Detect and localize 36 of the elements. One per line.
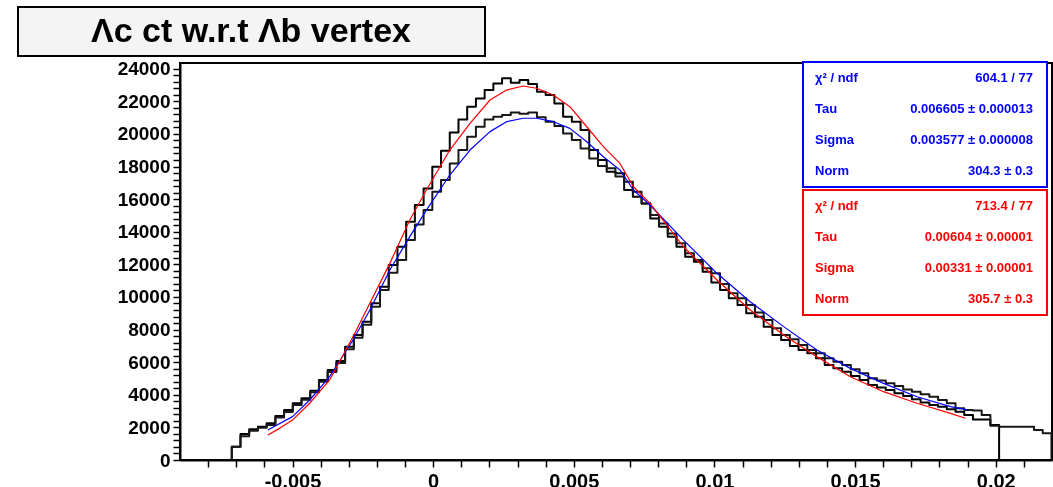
y-tick-label: 10000 [117, 286, 171, 308]
y-tick-label: 6000 [128, 351, 171, 373]
x-tick-label: -0.005 [264, 469, 322, 487]
annotation: Sigma [815, 132, 855, 147]
annotation: Tau [815, 101, 838, 116]
annotation: Norm [815, 291, 849, 306]
annotation: 0.006605 ± 0.000013 [910, 101, 1033, 116]
annotation: 0.003577 ± 0.000008 [910, 132, 1033, 147]
y-tick-label: 24000 [117, 58, 171, 80]
y-tick-label: 4000 [128, 384, 171, 406]
x-tick-label: 0.015 [830, 469, 881, 487]
annotation: Norm [815, 163, 849, 178]
y-tick-label: 20000 [117, 123, 171, 145]
y-tick-label: 18000 [117, 156, 171, 178]
annotation: 0.00331 ± 0.00001 [924, 260, 1033, 275]
y-tick-label: 12000 [117, 253, 171, 275]
y-tick-label: 16000 [117, 188, 171, 210]
annotation: Sigma [815, 260, 855, 275]
y-tick-label: 0 [159, 449, 171, 471]
annotation: 0.00604 ± 0.00001 [924, 229, 1033, 244]
y-tick-label: 14000 [117, 221, 171, 243]
chart-title: Λc ct w.r.t Λb vertex [91, 11, 412, 49]
annotation: Tau [815, 229, 838, 244]
annotation: 604.1 / 77 [975, 70, 1033, 85]
annotation: χ² / ndf [815, 70, 859, 85]
annotation: 305.7 ± 0.3 [968, 291, 1033, 306]
y-tick-label: 8000 [128, 319, 171, 341]
y-tick-label: 2000 [128, 416, 171, 438]
annotation: χ² / ndf [815, 198, 859, 213]
x-tick-label: 0 [428, 469, 440, 487]
annotation: 713.4 / 77 [975, 198, 1033, 213]
annotation: 304.3 ± 0.3 [968, 163, 1033, 178]
x-tick-label: 0.005 [549, 469, 600, 487]
x-tick-label: 0.02 [976, 469, 1016, 487]
y-tick-label: 22000 [117, 90, 171, 112]
x-tick-label: 0.01 [695, 469, 735, 487]
